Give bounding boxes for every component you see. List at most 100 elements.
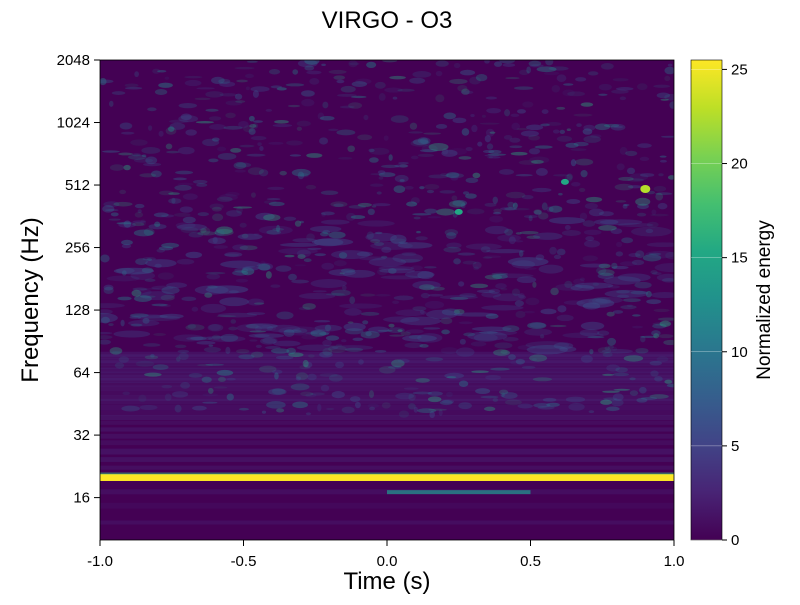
heatmap-speckle [598,93,608,96]
heatmap-speckle [213,245,229,249]
heatmap-structure [113,330,151,338]
heatmap-speckle [502,63,516,67]
heatmap-speckle [119,189,127,195]
heatmap-speckle [141,154,147,158]
heatmap-speckle [225,100,243,106]
heatmap-speckle [460,203,466,209]
heatmap-speckle [650,213,669,217]
heatmap-speckle [206,273,220,280]
heatmap-speckle [615,200,627,203]
heatmap-speckle [304,65,315,71]
heatmap-speckle [645,228,654,234]
heatmap-structure [313,238,344,247]
heatmap-speckle [461,128,470,136]
heatmap-speckle [500,287,508,291]
heatmap-speckle [492,196,498,205]
x-axis-title: Time (s) [343,568,430,595]
heatmap-speckle [619,146,628,155]
heatmap-speckle [226,377,236,381]
heatmap-speckle [236,349,250,354]
heatmap-speckle [223,125,243,130]
heatmap-speckle [102,205,115,213]
heatmap-speckle [640,396,658,400]
heatmap-speckle [566,198,581,204]
heatmap-speckle [184,79,202,87]
heatmap-speckle [139,173,157,178]
heatmap-speckle [516,109,526,114]
heatmap-speckle [203,346,222,353]
heatmap-speckle [177,182,194,186]
heatmap-speckle [658,334,674,339]
heatmap-speckle [420,292,430,299]
heatmap-speckle [185,129,197,136]
heatmap-speckle [120,319,125,327]
heatmap-speckle [292,401,308,409]
heatmap-speckle [439,190,456,194]
heatmap-speckle [268,141,284,145]
heatmap-speckle [493,61,503,67]
heatmap-speckle [651,330,661,337]
heatmap-speckle [290,383,310,391]
heatmap-band [100,364,674,370]
heatmap-speckle [234,267,249,273]
heatmap-speckle [600,399,612,405]
heatmap-speckle [430,286,445,291]
heatmap-speckle [211,334,221,340]
heatmap-speckle [377,170,386,175]
heatmap-speckle [549,324,567,328]
line-feature-edge [100,472,674,475]
heatmap-speckle [511,288,521,296]
heatmap-speckle [408,131,423,134]
heatmap-speckle [246,153,266,157]
heatmap-speckle [616,163,625,171]
heatmap-speckle [470,341,487,347]
heatmap-speckle [628,253,641,258]
heatmap-speckle [121,405,140,412]
heatmap-band [100,427,674,432]
heatmap-speckle [233,161,247,170]
heatmap-speckle [584,203,598,210]
heatmap-speckle [145,156,158,165]
heatmap-speckle [307,247,322,250]
heatmap-speckle [355,78,372,85]
heatmap-speckle [297,60,318,68]
heatmap-speckle [308,354,315,358]
heatmap-speckle [421,144,438,153]
heatmap-speckle [642,254,662,262]
heatmap-speckle [424,266,437,269]
heatmap-structure [292,238,318,243]
heatmap-speckle [578,187,586,193]
heatmap-speckle [142,317,150,324]
heatmap-speckle [246,324,259,329]
heatmap-speckle [441,329,450,335]
colorbar-gradient [690,59,723,541]
heatmap-speckle [528,134,540,141]
heatmap-speckle [302,303,316,310]
heatmap-band [100,360,674,366]
heatmap-speckle [612,372,630,377]
heatmap-speckle [667,175,674,180]
heatmap-speckle [444,229,459,236]
heatmap-structure [159,313,184,319]
y-tick-label: 512 [65,177,90,194]
heatmap-speckle [500,349,508,354]
heatmap-speckle [472,172,481,179]
heatmap-speckle [477,141,483,147]
heatmap-speckle [529,354,548,362]
heatmap-speckle [590,134,602,139]
heatmap-speckle [658,173,664,177]
heatmap-speckle [209,203,224,210]
heatmap-speckle [320,190,339,196]
heatmap-speckle [482,256,493,259]
heatmap-speckle [536,66,557,73]
heatmap-speckle [285,83,305,87]
heatmap-band [100,415,674,421]
heatmap-structure [576,298,615,309]
heatmap-structure [248,333,285,339]
colorbar-tick-label: 15 [731,250,748,267]
heatmap-speckle [255,325,262,332]
heatmap-speckle [410,265,423,271]
heatmap-speckle [153,212,169,218]
heatmap-structure [139,291,176,301]
heatmap-speckle [417,408,437,414]
